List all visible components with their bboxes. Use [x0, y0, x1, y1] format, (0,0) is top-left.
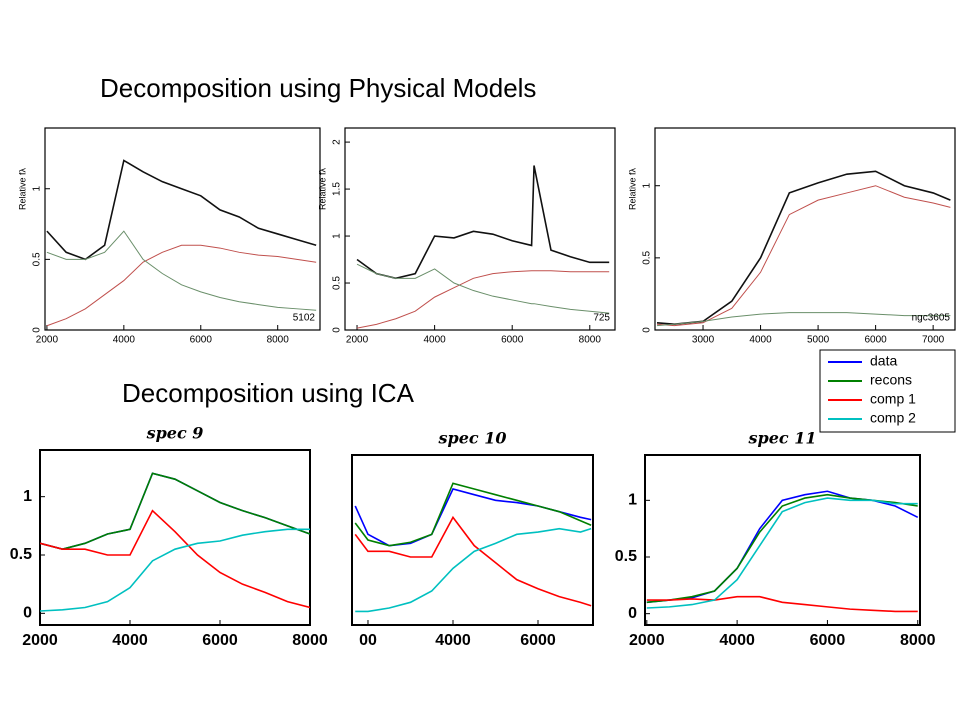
y-tick-label: 0 — [642, 327, 653, 333]
y-tick-label: 1.5 — [332, 182, 343, 196]
heading: Decomposition using Physical Models — [100, 73, 536, 103]
series-line — [356, 263, 610, 314]
x-tick-label: 4000 — [423, 335, 446, 346]
y-tick-label: 0 — [332, 327, 343, 333]
y-tick-label: 0.5 — [332, 276, 343, 290]
x-tick-label: 6000 — [202, 632, 238, 649]
x-tick-label: 6000 — [864, 335, 887, 346]
plot-frame — [654, 127, 956, 331]
series-line — [40, 528, 310, 612]
y-tick-label: 2 — [332, 139, 343, 145]
x-tick-label: 8000 — [900, 632, 936, 649]
x-tick-label: 7000 — [922, 335, 945, 346]
annotation: 725 — [593, 313, 610, 324]
x-tick-label: 8000 — [579, 335, 602, 346]
series-line — [646, 595, 918, 613]
legend-label: comp 2 — [870, 410, 916, 426]
x-tick-label: 6000 — [810, 632, 846, 649]
series-line — [656, 312, 951, 327]
plot-frame — [351, 454, 594, 626]
series-line — [46, 230, 317, 311]
x-tick-label: 4000 — [719, 632, 755, 649]
y-tick-label: 0 — [32, 327, 43, 333]
series-line — [356, 165, 610, 280]
y-tick-label: 0 — [628, 605, 637, 622]
x-tick-label: 2000 — [22, 632, 58, 649]
plot-frame — [344, 127, 616, 331]
y-tick-label: 0 — [23, 605, 32, 622]
plot — [40, 472, 310, 612]
x-tick-label: 2000 — [36, 335, 59, 346]
y-tick-label: 1 — [332, 233, 343, 239]
series-line — [40, 509, 310, 609]
legend-label: recons — [870, 372, 912, 388]
x-tick-label: 2000 — [346, 335, 369, 346]
chart-title: spec 11 — [748, 429, 817, 448]
x-tick-label: 6000 — [520, 632, 556, 649]
y-tick-label: 1 — [628, 492, 637, 509]
series-line — [354, 515, 592, 607]
chart-title: spec 9 — [146, 424, 204, 443]
plot-frame — [39, 449, 311, 626]
plot — [46, 159, 317, 327]
x-tick-label: 3000 — [692, 335, 715, 346]
x-tick-label: 00 — [359, 632, 377, 649]
series-line — [355, 527, 592, 613]
annotation: ngc3605 — [912, 313, 951, 324]
y-tick-label: 1 — [23, 488, 32, 505]
y-tick-label: 0.5 — [10, 546, 32, 563]
series-line — [356, 270, 610, 329]
x-tick-label: 6000 — [190, 335, 213, 346]
series-line — [646, 497, 918, 609]
y-axis-label: Relative fλ — [17, 167, 27, 210]
y-axis-label: Relative fλ — [317, 167, 327, 210]
series-line — [46, 159, 317, 261]
x-tick-label: 4000 — [435, 632, 471, 649]
x-tick-label: 4000 — [749, 335, 772, 346]
series-line — [40, 472, 310, 550]
x-tick-label: 2000 — [629, 632, 665, 649]
plot — [356, 165, 610, 329]
series-line — [354, 482, 592, 547]
series-line — [656, 185, 951, 327]
y-tick-label: 0.5 — [615, 548, 637, 565]
annotation: 5102 — [293, 313, 316, 324]
y-axis-label: Relative fλ — [627, 167, 637, 210]
plot — [656, 170, 951, 327]
x-tick-label: 4000 — [113, 335, 136, 346]
x-tick-label: 8000 — [267, 335, 290, 346]
legend-label: data — [870, 353, 897, 369]
chart-title: spec 10 — [438, 429, 507, 448]
plot-frame — [44, 127, 321, 331]
plot — [646, 490, 919, 613]
y-tick-label: 0.5 — [642, 250, 653, 264]
x-tick-label: 8000 — [292, 632, 328, 649]
y-tick-label: 1 — [642, 182, 653, 188]
legend-label: comp 1 — [870, 391, 916, 407]
heading: Decomposition using ICA — [122, 378, 415, 408]
y-tick-label: 0.5 — [32, 252, 43, 266]
y-tick-label: 1 — [32, 186, 43, 192]
series-line — [46, 244, 317, 327]
x-tick-label: 5000 — [807, 335, 830, 346]
plot — [354, 482, 592, 613]
x-tick-label: 6000 — [501, 335, 524, 346]
x-tick-label: 4000 — [112, 632, 148, 649]
